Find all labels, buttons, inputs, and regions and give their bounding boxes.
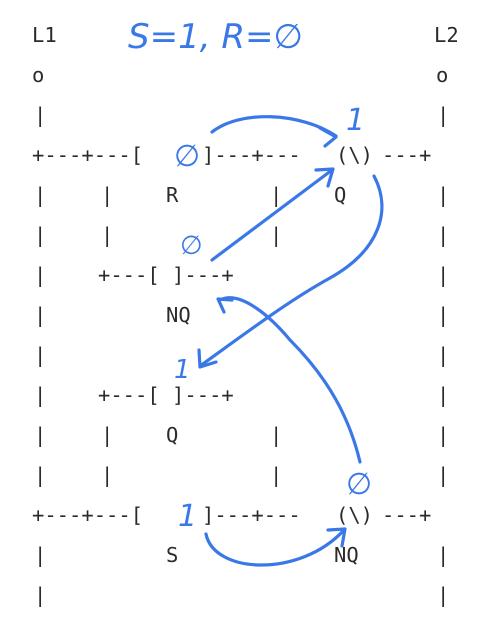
svg-text:|: | — [34, 223, 46, 248]
svg-text:+---[ ]---+: +---[ ]---+ — [98, 383, 234, 407]
rung-bottom-wire-mid: ]---+--- — [202, 503, 301, 527]
rung-top-wire-right: ---+ — [382, 143, 431, 167]
svg-text:|: | — [437, 103, 449, 128]
svg-text:|: | — [101, 223, 113, 248]
coil-nq-symbol: (\) — [336, 503, 373, 527]
svg-text:|: | — [437, 543, 449, 568]
svg-text:|: | — [437, 463, 449, 488]
svg-text:|: | — [34, 183, 46, 208]
contact-s-label: S — [166, 543, 178, 567]
branch-nq: | | +---[ ]---+ NQ — [98, 223, 282, 327]
rung-bottom: +---+---[ ]---+--- (\) ---+ S NQ — [32, 503, 431, 567]
handwritten-annotation: S=1, R=∅ — [128, 17, 303, 57]
rung-top-wire-mid: ]---+--- — [202, 143, 301, 167]
svg-text:|: | — [270, 423, 282, 448]
coil-nq-label: NQ — [334, 543, 359, 567]
contact-q-label: Q — [166, 423, 178, 447]
left-rail: | | | | | | | | | | | — [34, 103, 46, 608]
svg-text:|: | — [437, 303, 449, 328]
svg-text:|: | — [437, 223, 449, 248]
svg-text:|: | — [34, 343, 46, 368]
svg-text:|: | — [437, 383, 449, 408]
svg-text:+---[ ]---+: +---[ ]---+ — [98, 263, 234, 287]
rail-right-terminal: o — [436, 63, 448, 87]
coil-nq-state-mark: ∅ — [346, 467, 372, 502]
branch-q: +---[ ]---+ | | Q | | — [98, 383, 282, 488]
svg-text:|: | — [270, 183, 282, 208]
rail-left-terminal: o — [32, 63, 44, 87]
contact-nq-state-mark: ∅ — [180, 231, 203, 261]
arrow-nq-coil-to-nq-contact-head — [216, 297, 234, 314]
rail-left-label: L1 — [32, 23, 57, 47]
contact-nq-label: NQ — [166, 303, 191, 327]
contact-q-state-mark: 1 — [174, 355, 191, 385]
svg-text:|: | — [34, 583, 46, 608]
arrow-r-to-q-coil-head — [318, 126, 338, 148]
svg-text:|: | — [34, 303, 46, 328]
right-rail: | | | | | | | | | | | — [437, 103, 449, 608]
rung-bottom-wire-left: +---+---[ — [32, 503, 143, 527]
svg-text:|: | — [270, 463, 282, 488]
arrow-s-to-nq-coil-head — [326, 527, 347, 548]
coil-q-symbol: (\) — [336, 143, 373, 167]
svg-text:|: | — [437, 343, 449, 368]
contact-s-state-mark: 1 — [178, 499, 197, 534]
svg-text:|: | — [34, 103, 46, 128]
arrow-r-to-q-coil — [210, 115, 338, 138]
arrow-nq-contact-to-q-coil — [210, 168, 334, 262]
arrow-nq-contact-to-q-coil-head — [314, 167, 335, 188]
svg-text:|: | — [101, 463, 113, 488]
svg-text:|: | — [34, 463, 46, 488]
contact-r-label: R — [166, 183, 179, 207]
coil-q-state-mark: 1 — [346, 103, 365, 138]
arrow-q-coil-to-q-contact-head — [197, 348, 218, 369]
hand-drawn-arrows — [197, 115, 384, 567]
svg-text:|: | — [34, 383, 46, 408]
rung-bottom-wire-right: ---+ — [382, 503, 431, 527]
arrow-q-coil-to-q-contact — [198, 174, 384, 368]
rung-top-wire-left: +---+---[ — [32, 143, 143, 167]
coil-q-label: Q — [334, 183, 346, 207]
rung-top: +---+---[ ]---+--- (\) ---+ R Q | | — [32, 143, 431, 208]
svg-text:|: | — [270, 223, 282, 248]
arrow-s-to-nq-coil — [204, 528, 346, 567]
rail-right-label: L2 — [434, 23, 459, 47]
svg-text:|: | — [437, 183, 449, 208]
svg-text:|: | — [34, 543, 46, 568]
svg-text:|: | — [34, 423, 46, 448]
svg-text:|: | — [437, 263, 449, 288]
svg-text:|: | — [101, 183, 113, 208]
svg-text:|: | — [437, 583, 449, 608]
svg-text:|: | — [101, 423, 113, 448]
svg-text:|: | — [437, 423, 449, 448]
contact-r-state-mark: ∅ — [174, 139, 200, 174]
svg-text:|: | — [34, 263, 46, 288]
arrow-nq-coil-to-nq-contact — [218, 296, 362, 464]
